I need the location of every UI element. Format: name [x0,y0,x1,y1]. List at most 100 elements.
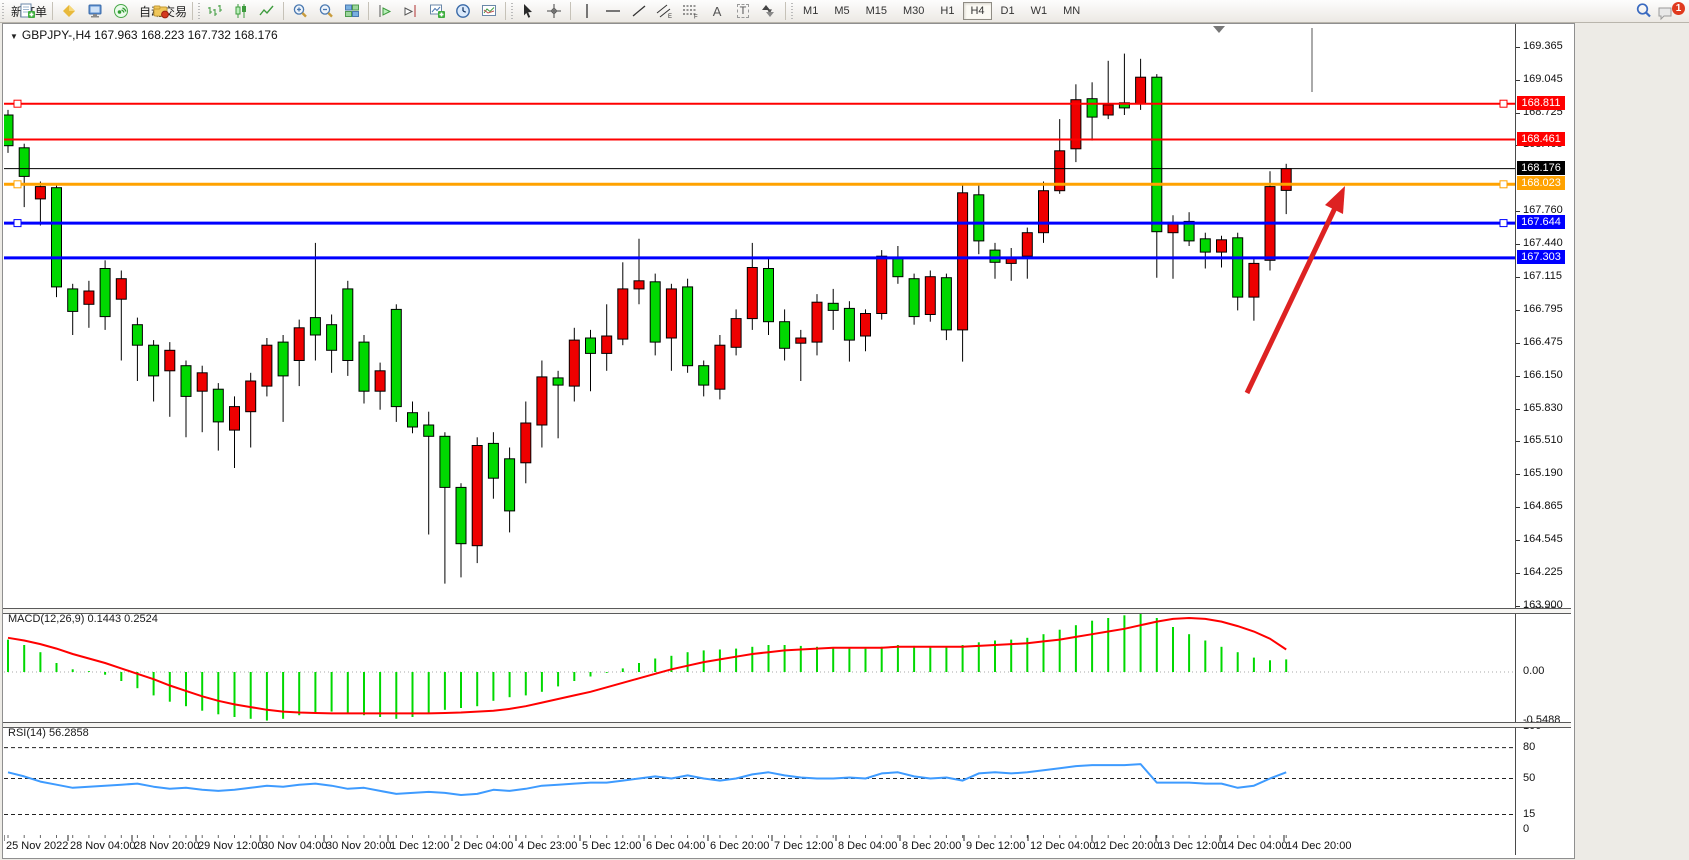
candle [51,184,62,298]
timeframe-M15[interactable]: M15 [859,2,894,20]
bar-chart-button[interactable] [202,1,228,21]
line-chart-button[interactable] [254,1,280,21]
new-order-button[interactable]: 新订单 [6,1,49,21]
time-axis-label: 13 Dec 12:00 [1158,840,1224,852]
price-axis-label: 169.045 [1523,72,1563,85]
time-axis-label: 8 Dec 04:00 [838,840,898,852]
periods-button[interactable]: ▼ [450,1,476,21]
timeframe-M30[interactable]: M30 [896,2,931,20]
text-label-tool-button[interactable]: T [730,1,756,21]
timeframe-M5[interactable]: M5 [827,2,856,20]
quotes-button[interactable] [56,1,82,21]
candle [180,360,192,438]
time-axis-label: 4 Dec 23:00 [518,840,578,852]
auto-trading-icon [153,5,169,19]
templates-button[interactable]: ▼ [476,1,502,21]
signals-button[interactable] [108,1,134,21]
candle [520,401,532,484]
separator [283,2,285,20]
line-handle[interactable] [1499,99,1508,108]
timeframe-W1[interactable]: W1 [1024,2,1055,20]
candle [212,383,224,451]
zoom-out-button[interactable] [313,1,339,21]
cursor-tool-button[interactable] [515,1,541,21]
notifications-button[interactable]: 1 [1657,2,1685,21]
timeframe-D1[interactable]: D1 [994,2,1022,20]
fibonacci-tool-button[interactable]: F [678,1,704,21]
timeframe-MN[interactable]: MN [1056,2,1087,20]
search-button[interactable] [1631,1,1657,21]
macd-scale-label: 0.00 [1523,665,1545,677]
text-tool-icon: A [712,3,722,19]
candle [682,278,694,373]
text-tool-button[interactable]: A [704,1,730,21]
candle [908,273,920,325]
candle [795,329,807,381]
line-handle[interactable] [13,219,22,228]
time-axis-label: 1 Dec 12:00 [390,840,450,852]
chart-collapse-icon[interactable]: ▼ [10,32,18,41]
macd-indicator-label: MACD(12,26,9) 0.1443 0.2524 [8,613,158,625]
price-tick [1516,572,1520,574]
separator [52,2,54,20]
candle [229,396,240,468]
signal-icon [114,4,129,18]
price-tick [1516,79,1520,81]
monitor-icon [88,4,102,18]
time-axis[interactable]: 25 Nov 2022 28 Nov 04:00 28 Nov 20:00 29 No… [4,835,1515,855]
horizontal-line-tool-button[interactable] [600,1,626,21]
arrows-tool-button[interactable]: ▼ [756,1,782,21]
price-axis-label: 164.865 [1523,500,1563,513]
price-axis[interactable]: 169.365169.045168.725168.405167.760167.4… [1515,24,1572,855]
chart-shift-button[interactable] [398,1,424,21]
crosshair-tool-button[interactable] [541,1,567,21]
chart-title-text: GBPJPY-,H4 167.963 168.223 167.732 168.1… [21,28,278,42]
time-axis-label: 5 Dec 12:00 [582,840,642,852]
candlestick-chart-button[interactable] [228,1,254,21]
channel-tool-button[interactable]: E [652,1,678,21]
timeframe-H1[interactable]: H1 [933,2,961,20]
timeframe-M1[interactable]: M1 [796,2,825,20]
vertical-line-tool-button[interactable] [574,1,600,21]
candle [293,319,305,387]
line-handle[interactable] [13,99,22,108]
price-tick [1516,540,1520,542]
candle [164,342,176,417]
candle [148,340,160,402]
panel-separator[interactable] [3,722,1571,728]
tile-windows-button[interactable] [339,1,365,21]
chart-shift-marker[interactable] [1213,26,1225,33]
timeframe-H4[interactable]: H4 [963,2,992,20]
separator [368,2,370,20]
horizontal-line-object[interactable] [4,219,1515,228]
candle [1102,60,1114,120]
auto-scroll-button[interactable] [372,1,398,21]
trend-arrow-annotation[interactable] [1244,186,1345,395]
candle [196,365,208,433]
rsi-plot [4,747,1515,815]
candle [439,432,451,584]
candle [940,273,952,341]
macd-signal-line [7,616,1287,715]
new-chart-button[interactable]: ▼ [424,1,450,21]
price-tick [1516,441,1520,443]
line-handle[interactable] [1499,180,1508,189]
candle [326,314,338,373]
line-handle[interactable] [13,180,22,189]
zoom-in-button[interactable] [287,1,313,21]
price-tick [1516,375,1520,377]
panel-separator[interactable] [3,608,1571,614]
line-handle[interactable] [1499,219,1508,228]
time-axis-label: 14 Dec 20:00 [1286,840,1352,852]
zoom-out-icon [319,4,333,18]
candle [423,411,435,535]
horizontal-line-object[interactable] [4,180,1515,189]
auto-trading-button[interactable]: 自动交易 [134,1,189,21]
trendline-tool-button[interactable] [626,1,652,21]
price-axis-label: 165.830 [1523,401,1563,414]
market-watch-button[interactable] [82,1,108,21]
candle [617,262,629,346]
candle [1183,212,1195,246]
horizontal-line-object[interactable] [4,99,1515,108]
candle [601,304,613,371]
